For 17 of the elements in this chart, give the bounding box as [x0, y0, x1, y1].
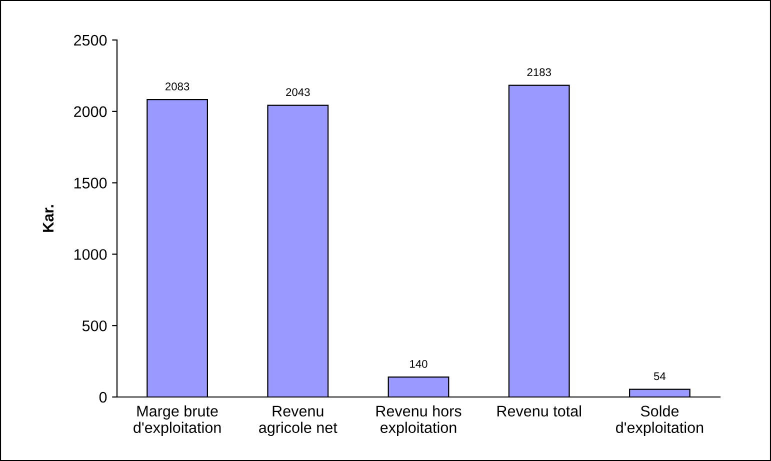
x-tick-label: Revenu agricole net — [259, 406, 338, 436]
data-label: 54 — [654, 372, 666, 380]
data-label: 2183 — [527, 68, 551, 76]
y-tick-label: 1500 — [74, 178, 107, 188]
x-tick-label: Revenu total — [497, 405, 581, 417]
x-tick-label: Marge brute d'exploitation — [134, 405, 221, 436]
x-tick-label: Solde d'exploitation — [616, 405, 704, 436]
data-label: 2083 — [166, 82, 190, 90]
data-label: 2043 — [286, 88, 310, 96]
data-label: 140 — [410, 360, 428, 368]
x-tick-label: Revenu hors exploitation — [376, 405, 462, 436]
y-axis-title: Kar. — [42, 205, 54, 232]
y-tick-label: 2500 — [74, 34, 107, 46]
y-tick-label: 2000 — [74, 106, 107, 118]
y-tick-label: 1000 — [74, 249, 107, 260]
y-tick-label: 0 — [99, 392, 107, 403]
y-tick-label: 500 — [82, 320, 107, 332]
